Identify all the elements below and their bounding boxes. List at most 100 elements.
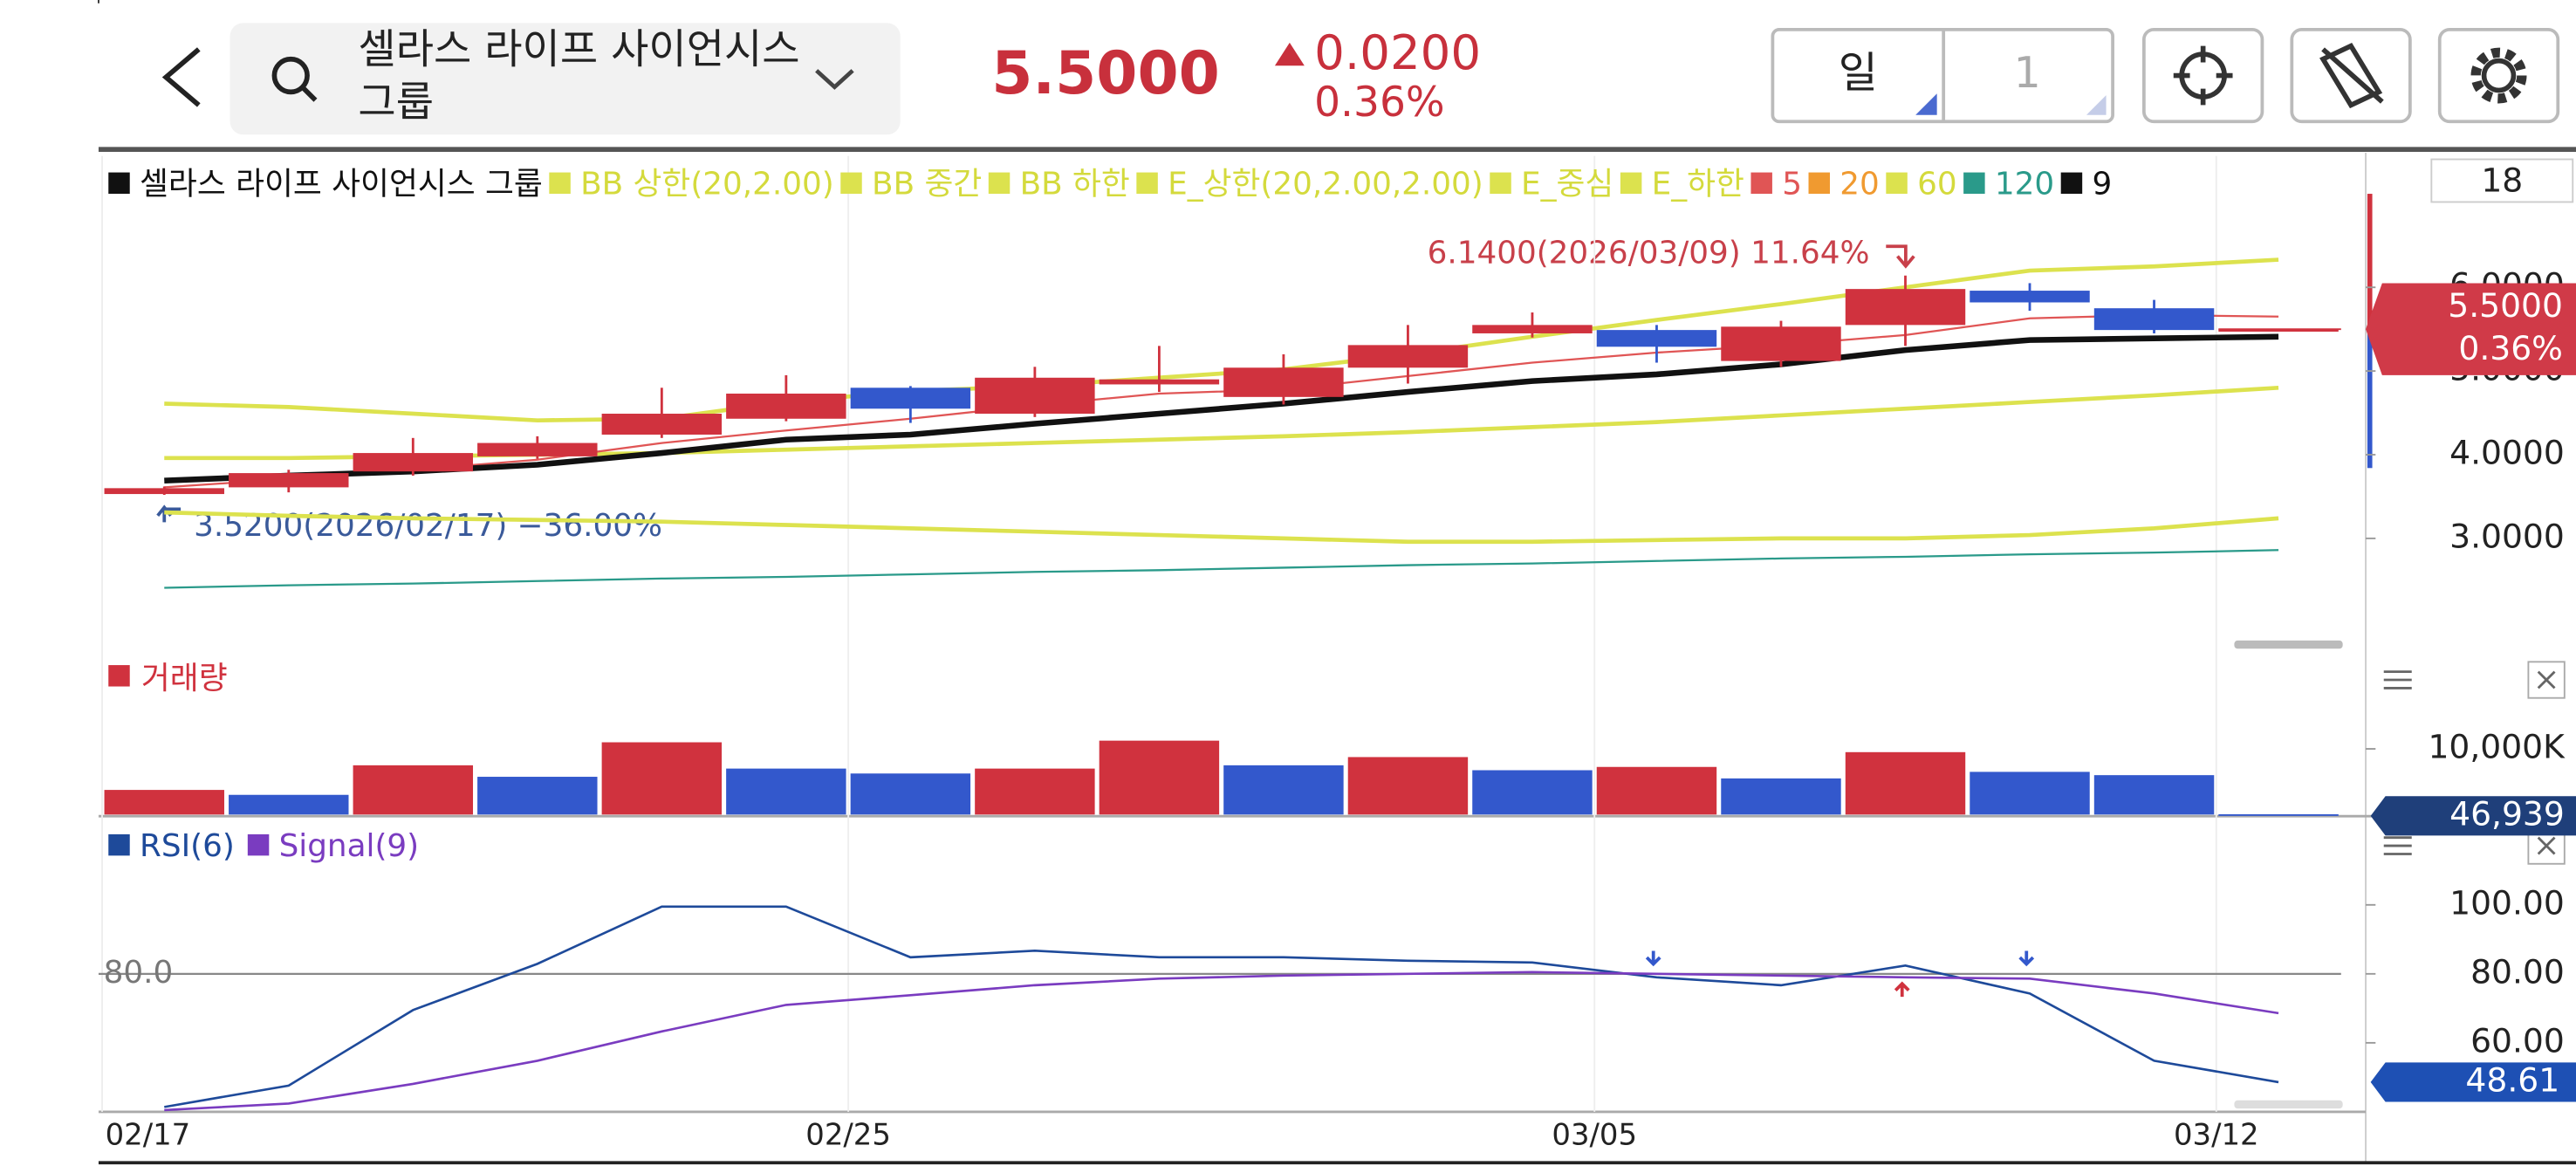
close-icon xyxy=(2537,670,2556,689)
legend-label: 120 xyxy=(1995,167,2054,202)
volume-bar xyxy=(726,768,846,815)
legend-label: E_하한 xyxy=(1652,167,1744,202)
volume-bar xyxy=(1472,770,1593,815)
range-bar xyxy=(2367,194,2373,329)
volume-bar xyxy=(1099,740,1220,815)
candle-body xyxy=(1347,345,1469,368)
volume-bar xyxy=(1970,772,2090,815)
legend-marker xyxy=(1808,172,1830,195)
candle-body xyxy=(104,488,224,495)
candle-body xyxy=(1970,291,2090,303)
indicator-line xyxy=(164,257,2279,423)
y-tick-label: 100.00 xyxy=(2449,883,2565,922)
y-tick-label: 60.00 xyxy=(2470,1021,2565,1060)
legend-label: BB 중간 xyxy=(872,167,982,202)
legend-label: E_상한(20,2.00,2.00) xyxy=(1168,167,1483,202)
indicator-line xyxy=(164,333,2279,484)
scrollbar[interactable] xyxy=(2234,640,2343,649)
signal-arrow xyxy=(2018,950,2035,967)
signal-arrow xyxy=(1894,981,1910,998)
legend-label: 60 xyxy=(1917,167,1957,202)
back-button[interactable] xyxy=(161,47,201,107)
candle-body xyxy=(601,414,723,435)
legend-marker xyxy=(108,833,130,856)
candle-body xyxy=(975,377,1095,415)
legend-marker xyxy=(1750,172,1772,195)
count-box xyxy=(2430,158,2574,203)
legend-marker xyxy=(2060,172,2083,195)
legend-marker xyxy=(1886,172,1908,195)
rsi-badge-text: 48.61 xyxy=(2465,1060,2559,1099)
legend-marker xyxy=(840,172,862,195)
volume-badge xyxy=(2370,796,2576,836)
legend-label: 9 xyxy=(2092,167,2112,202)
up-icon xyxy=(1274,42,1305,66)
indicator-line xyxy=(164,510,2279,545)
legend-label: BB 상한(20,2.00) xyxy=(580,167,834,202)
volume-bar xyxy=(975,768,1095,815)
volume-bar xyxy=(1721,778,1841,815)
dropdown-icon[interactable] xyxy=(815,69,854,90)
legend-label: Signal(9) xyxy=(279,828,420,864)
legend-label: 5 xyxy=(1782,167,1802,202)
legend-marker xyxy=(108,172,130,195)
settings-button[interactable] xyxy=(2437,27,2560,124)
rsi-line xyxy=(164,905,2279,1108)
signal-arrow xyxy=(1645,950,1661,967)
stock-name: 그룹 xyxy=(358,79,434,127)
candle-body xyxy=(2093,308,2215,331)
reference-label: 80.0 xyxy=(104,955,174,991)
candle-body xyxy=(229,473,349,488)
period-count[interactable]: 1 xyxy=(2014,48,2041,98)
crosshair-button[interactable] xyxy=(2141,27,2264,124)
legend-label: 거래량 xyxy=(141,661,228,696)
candle-body xyxy=(1596,330,1717,347)
legend-marker xyxy=(988,172,1011,195)
legend-label: 20 xyxy=(1840,167,1880,202)
period-button[interactable]: 일 xyxy=(1839,48,1878,98)
legend-marker xyxy=(108,665,130,687)
rsi-line xyxy=(164,971,2279,1112)
volume-bar xyxy=(229,794,349,815)
volume-bar xyxy=(477,777,598,815)
scrollbar[interactable] xyxy=(2234,1100,2343,1109)
rsi-badge xyxy=(2370,1062,2576,1102)
candle-body xyxy=(726,394,846,419)
settings-icon xyxy=(2481,58,2517,93)
volume-bar xyxy=(2218,813,2339,816)
price-badge xyxy=(2366,283,2576,375)
candle-body xyxy=(850,388,971,409)
high-annotation: 6.1400(2026/03/09) 11.64% xyxy=(1428,236,1870,271)
candle-body xyxy=(1472,325,1593,333)
legend-label: E_중심 xyxy=(1521,167,1613,202)
candle-body xyxy=(353,453,474,472)
close-icon xyxy=(2537,836,2556,855)
indicator-line xyxy=(164,313,2279,489)
search-box[interactable] xyxy=(230,23,901,135)
crosshair-icon xyxy=(2173,45,2233,106)
volume-bar xyxy=(2093,775,2215,815)
high-arrow xyxy=(1886,244,1915,269)
indicator-line xyxy=(164,549,2279,589)
price-change: 0.0200 xyxy=(1314,24,1481,80)
volume-bar xyxy=(1223,765,1344,815)
panel-menu[interactable] xyxy=(2383,836,2412,855)
volume-bar xyxy=(1347,757,1469,815)
legend-marker xyxy=(549,172,571,195)
x-tick-label: 02/25 xyxy=(805,1118,891,1152)
legend-marker xyxy=(1963,172,1985,195)
candle-count: 18 xyxy=(2481,161,2523,199)
legend-marker xyxy=(247,833,270,856)
x-tick-label: 03/12 xyxy=(2174,1118,2259,1152)
legend-marker xyxy=(1136,172,1158,195)
volume-bar xyxy=(104,790,224,815)
price-change-pct: 0.36% xyxy=(1314,79,1445,127)
volume-bar xyxy=(1596,766,1717,815)
volume-bar xyxy=(850,773,971,815)
volume-bar xyxy=(1845,751,1966,815)
candle-body xyxy=(1099,379,1220,385)
candle-body xyxy=(1845,289,1966,326)
price-badge-text: 0.36% xyxy=(2458,329,2563,367)
panel-menu[interactable] xyxy=(2383,670,2412,689)
